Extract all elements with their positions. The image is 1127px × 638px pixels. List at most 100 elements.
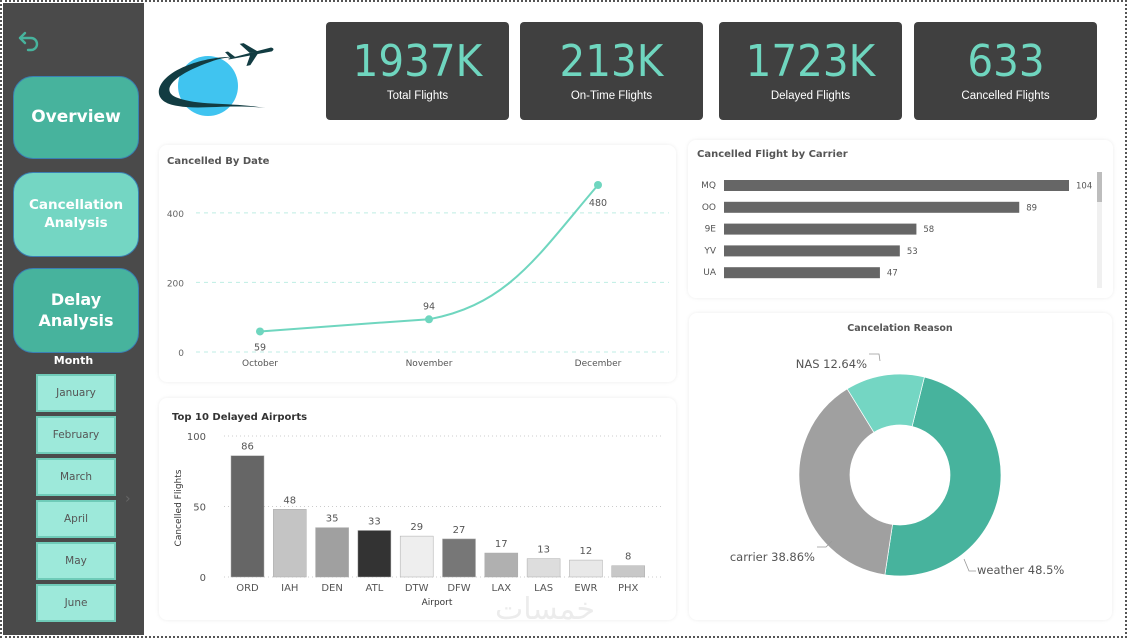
month-item-march[interactable]: March xyxy=(36,458,116,496)
data-label: 17 xyxy=(495,539,508,550)
kpi-on-time-flights: 213K On-Time Flights xyxy=(520,22,703,120)
cancelation-reason-card: Cancelation Reason weather 48.5% carrier 3… xyxy=(689,313,1112,620)
bar xyxy=(357,530,392,578)
nav-cancellation-analysis-button[interactable]: Cancellation Analysis xyxy=(13,172,139,257)
chart-title: Cancelled Flight by Carrier xyxy=(697,149,848,160)
month-item-april[interactable]: April xyxy=(36,500,116,538)
month-item-june[interactable]: June xyxy=(36,584,116,622)
kpi-value: 213K xyxy=(559,36,664,87)
data-label: 8 xyxy=(625,552,631,563)
x-tick-label: DEN xyxy=(321,583,343,594)
y-tick-label: MQ xyxy=(701,181,716,191)
kpi-value: 633 xyxy=(966,36,1045,87)
x-tick-label: DTW xyxy=(405,583,429,594)
kpi-value: 1937K xyxy=(352,36,483,87)
x-tick-label: IAH xyxy=(281,583,298,594)
data-point xyxy=(425,315,433,324)
x-axis-title: Airport xyxy=(422,598,453,608)
data-label: 35 xyxy=(326,514,339,525)
data-label: 33 xyxy=(368,516,381,527)
donut-slice xyxy=(798,388,893,576)
bar xyxy=(484,552,519,578)
month-item-january[interactable]: January xyxy=(36,374,116,412)
y-tick-label: 100 xyxy=(187,432,206,443)
bar xyxy=(724,245,900,257)
y-tick-label: 400 xyxy=(167,210,184,220)
y-tick-label: UA xyxy=(703,268,717,278)
watermark: خمسات xyxy=(495,592,596,627)
scrollbar-thumb[interactable] xyxy=(1097,172,1102,202)
kpi-value: 1723K xyxy=(745,36,876,87)
leader-line xyxy=(817,540,833,548)
data-point xyxy=(594,181,602,189)
y-tick-label: OO xyxy=(702,203,716,213)
month-item-february[interactable]: February xyxy=(36,416,116,454)
cancelled-by-carrier-card: Cancelled Flight by Carrier MQ 104 OO 89 9E 5… xyxy=(688,140,1113,298)
slice-label: NAS 12.64% xyxy=(796,357,867,371)
bar xyxy=(315,527,349,578)
data-label: 27 xyxy=(453,525,466,536)
data-label: 104 xyxy=(1076,182,1092,192)
y-tick-label: 9E xyxy=(705,225,717,235)
bar xyxy=(724,180,1069,191)
bar xyxy=(526,558,561,578)
bar xyxy=(724,201,1020,213)
kpi-total-flights: 1937K Total Flights xyxy=(326,22,509,120)
nav-delay-analysis-button[interactable]: Delay Analysis xyxy=(13,268,139,353)
carrier-bar-chart: MQ 104 OO 89 9E 58 YV 53 UA 47 xyxy=(701,180,1092,279)
x-tick-label: October xyxy=(242,359,278,369)
bar xyxy=(230,455,265,578)
x-tick-label: November xyxy=(406,359,453,369)
kpi-label: On-Time Flights xyxy=(570,90,653,102)
data-label: 47 xyxy=(887,269,898,279)
chart-title: Cancelation Reason xyxy=(847,323,953,334)
kpi-label: Delayed Flights xyxy=(770,90,851,102)
slice-label: weather 48.5% xyxy=(977,563,1064,577)
line-chart: 0 200 400 59 October 94 November 480 December xyxy=(167,181,669,369)
x-tick-label: LAS xyxy=(534,583,553,594)
data-label: 89 xyxy=(1026,203,1037,213)
leader-line xyxy=(869,353,881,362)
sidebar: Overview Cancellation Analysis Delay Ana… xyxy=(3,3,144,635)
data-label: 53 xyxy=(907,247,918,257)
nav-overview-label: Overview xyxy=(31,107,121,128)
data-label: 480 xyxy=(589,198,607,209)
kpi-cancelled-flights: 633 Cancelled Flights xyxy=(914,22,1097,120)
donut-chart: Cancelation Reason weather 48.5% carrier 3… xyxy=(730,323,1065,577)
slice-label: carrier 38.86% xyxy=(730,550,815,564)
chart-title: Top 10 Delayed Airports xyxy=(172,412,308,423)
kpi-delayed-flights: 1723K Delayed Flights xyxy=(719,22,902,120)
month-slicer: January February March April May June xyxy=(36,374,116,626)
chart-title: Cancelled By Date xyxy=(167,156,270,167)
y-tick-label: 0 xyxy=(200,573,206,584)
undo-arrow-icon[interactable] xyxy=(17,27,43,53)
kpi-label: Total Flights xyxy=(386,90,449,102)
bar xyxy=(569,559,603,578)
y-tick-label: YV xyxy=(703,246,716,256)
x-tick-label: DFW xyxy=(447,583,470,594)
x-tick-label: ORD xyxy=(236,583,259,594)
chevron-right-icon[interactable]: › xyxy=(125,491,131,507)
x-tick-label: December xyxy=(575,359,622,369)
data-label: 29 xyxy=(410,522,423,533)
data-label: 58 xyxy=(923,225,934,235)
nav-overview-button[interactable]: Overview xyxy=(13,76,139,159)
data-label: 94 xyxy=(423,301,435,312)
bar xyxy=(273,509,307,578)
data-label: 59 xyxy=(254,342,266,353)
month-item-may[interactable]: May xyxy=(36,542,116,580)
y-tick-label: 50 xyxy=(193,503,206,514)
airplane-globe-logo xyxy=(150,40,280,120)
data-label: 12 xyxy=(580,546,593,557)
y-axis-title: Cancelled Flights xyxy=(174,469,184,546)
donut-slice xyxy=(884,376,1002,577)
bar xyxy=(611,565,645,578)
x-tick-label: PHX xyxy=(618,583,639,594)
scrollbar-track[interactable] xyxy=(1097,172,1102,288)
x-tick-label: EWR xyxy=(574,583,597,594)
month-filter-title: Month xyxy=(53,354,94,367)
nav-cancellation-label: Cancellation Analysis xyxy=(28,196,124,231)
x-tick-label: ATL xyxy=(366,583,384,594)
y-tick-label: 0 xyxy=(178,349,184,359)
